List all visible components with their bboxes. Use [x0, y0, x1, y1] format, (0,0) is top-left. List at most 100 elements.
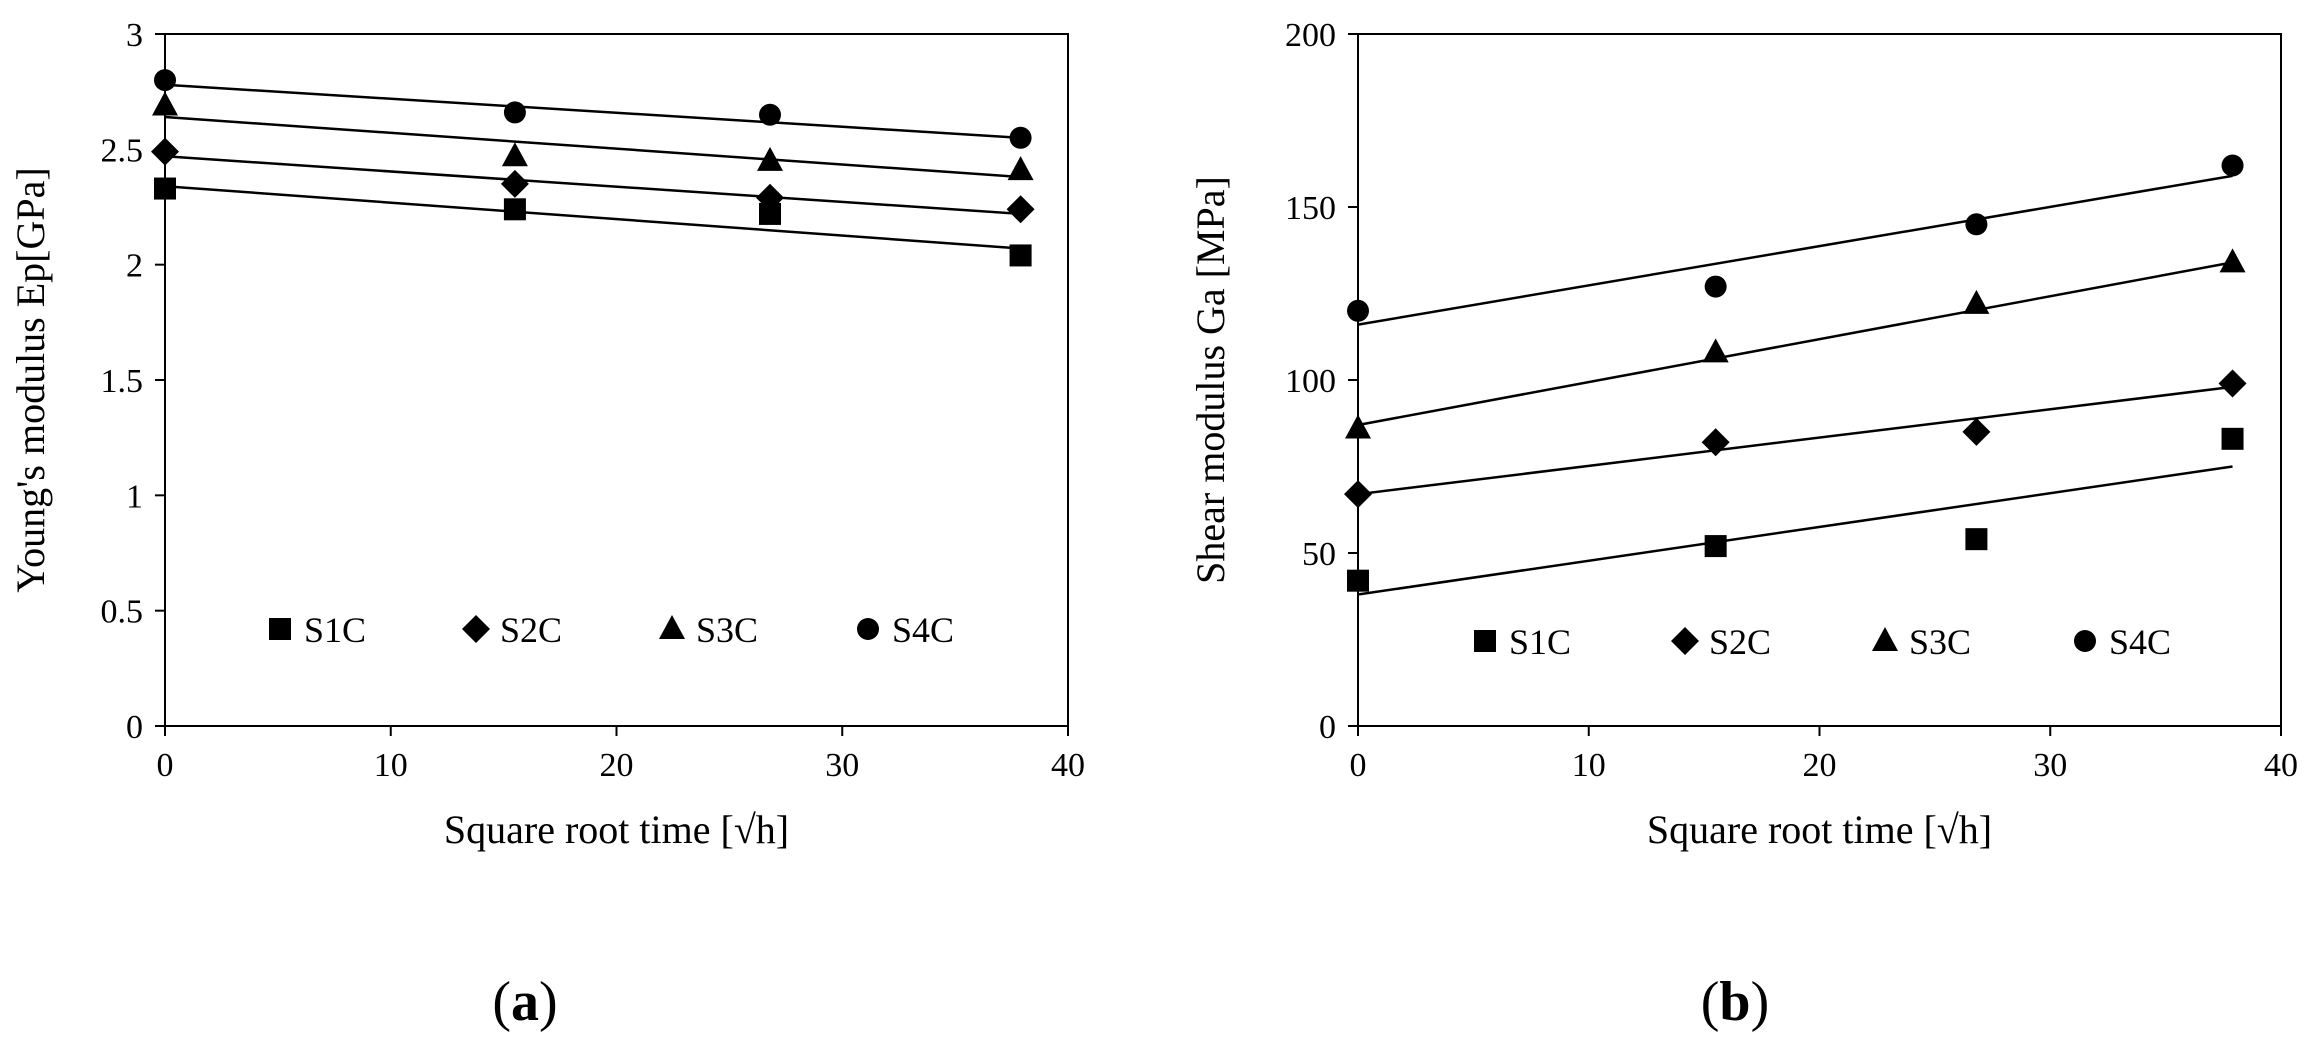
legend-label: S1C — [304, 610, 366, 650]
legend-label: S2C — [1709, 622, 1771, 662]
y-tick-label: 3 — [126, 17, 143, 54]
x-tick-label: 20 — [1803, 747, 1837, 784]
data-point-S3C — [1963, 289, 1990, 314]
data-point-S2C — [1006, 195, 1035, 224]
data-point-S4C — [2221, 154, 2244, 177]
x-axis-title: Square root time [√h] — [444, 807, 789, 852]
y-tick-label: 100 — [1285, 363, 1336, 400]
legend-label: S4C — [892, 610, 954, 650]
y-tick-label: 0.5 — [101, 594, 144, 631]
data-point-S2C — [500, 169, 529, 198]
legend-marker-S2C — [462, 615, 490, 643]
y-tick-label: 150 — [1285, 190, 1336, 227]
data-point-S3C — [757, 146, 784, 171]
legend-label: S3C — [696, 610, 758, 650]
x-tick-label: 30 — [2033, 747, 2067, 784]
series-S3C — [1345, 248, 2246, 439]
data-point-S3C — [2219, 248, 2246, 273]
panel-label: (a) — [492, 971, 557, 1033]
y-tick-label: 200 — [1285, 17, 1336, 54]
legend-label: S1C — [1509, 622, 1571, 662]
y-tick-label: 0 — [126, 709, 143, 746]
series-S2C — [1344, 369, 2247, 509]
data-point-S3C — [1007, 156, 1034, 181]
data-point-S1C — [154, 177, 176, 200]
data-point-S4C — [1965, 213, 1988, 236]
y-tick-label: 2 — [126, 248, 143, 285]
data-point-S3C — [1345, 414, 1371, 439]
y-axis-title: Young's modulus Ep[GPa] — [8, 167, 53, 592]
legend-marker-S1C — [269, 618, 291, 640]
data-point-S1C — [1347, 569, 1369, 592]
data-point-S4C — [154, 69, 176, 92]
y-tick-label: 1.5 — [101, 363, 144, 400]
x-tick-label: 0 — [1350, 747, 1367, 784]
chart-panel-b: 0 50 100 150 200 0 10 20 30 40 Square root time [√… — [1188, 17, 2298, 1033]
data-point-S4C — [1704, 275, 1727, 298]
data-point-S2C — [1344, 480, 1372, 509]
legend-label: S2C — [500, 610, 562, 650]
y-tick-label: 0 — [1319, 709, 1336, 746]
series-S2C — [151, 137, 1035, 224]
legend-label: S3C — [1909, 622, 1971, 662]
x-tick-label: 10 — [1572, 747, 1606, 784]
legend-marker-S1C — [1474, 630, 1496, 652]
trendline-S3C — [1357, 261, 2233, 427]
series-S1C — [1347, 427, 2244, 596]
x-axis-title: Square root time [√h] — [1647, 807, 1992, 852]
data-point-S2C — [151, 137, 179, 166]
legend-item-S4C: S4C — [2074, 622, 2171, 662]
data-point-S1C — [2221, 427, 2244, 450]
legend-marker-S2C — [1671, 627, 1699, 655]
legend-item-S1C: S1C — [1474, 622, 1571, 662]
data-point-S3C — [152, 91, 178, 116]
data-point-S4C — [1009, 126, 1032, 149]
trendline-S1C — [1357, 465, 2233, 596]
data-point-S2C — [1962, 417, 1991, 446]
data-point-S2C — [756, 183, 785, 212]
legend-marker-S3C — [659, 615, 685, 639]
data-point-S3C — [501, 142, 528, 167]
trendline-S1C — [164, 184, 1021, 250]
legend-item-S1C: S1C — [269, 610, 366, 650]
trendline-S4C — [164, 83, 1021, 140]
y-tick-label: 1 — [126, 478, 143, 515]
legend-item-S3C: S3C — [1872, 622, 1971, 662]
x-tick-label: 20 — [600, 747, 634, 784]
data-point-S1C — [1965, 528, 1988, 551]
data-point-S3C — [1702, 338, 1729, 363]
legend-marker-S4C — [857, 618, 879, 640]
data-point-S1C — [503, 198, 526, 221]
legend-marker-S4C — [2074, 630, 2096, 652]
data-point-S1C — [1009, 244, 1032, 267]
series-S4C — [154, 69, 1032, 149]
legend-item-S2C: S2C — [1671, 622, 1771, 662]
legend-item-S4C: S4C — [857, 610, 954, 650]
trendline-S2C — [1357, 385, 2233, 496]
data-point-S4C — [759, 103, 782, 126]
trendline-S2C — [164, 155, 1021, 216]
legend-item-S2C: S2C — [462, 610, 562, 650]
x-tick-label: 40 — [1051, 747, 1085, 784]
legend-marker-S3C — [1872, 627, 1898, 651]
data-point-S1C — [759, 202, 782, 225]
legend-label: S4C — [2109, 622, 2171, 662]
legend-item-S3C: S3C — [659, 610, 758, 650]
x-tick-label: 40 — [2264, 747, 2298, 784]
x-tick-label: 0 — [157, 747, 174, 784]
series-S4C — [1347, 154, 2244, 326]
data-point-S4C — [1347, 299, 1369, 322]
data-point-S2C — [1701, 428, 1730, 457]
x-tick-label: 10 — [374, 747, 408, 784]
y-tick-label: 50 — [1302, 536, 1336, 573]
trendline-S4C — [1357, 174, 2233, 326]
y-axis-title: Shear modulus Ga [MPa] — [1188, 176, 1233, 584]
data-point-S2C — [2218, 369, 2247, 398]
data-point-S1C — [1704, 535, 1727, 558]
y-tick-label: 2.5 — [101, 132, 144, 169]
trendline-S3C — [164, 115, 1021, 179]
panel-label: (b) — [1701, 971, 1769, 1033]
series-S1C — [154, 177, 1032, 267]
